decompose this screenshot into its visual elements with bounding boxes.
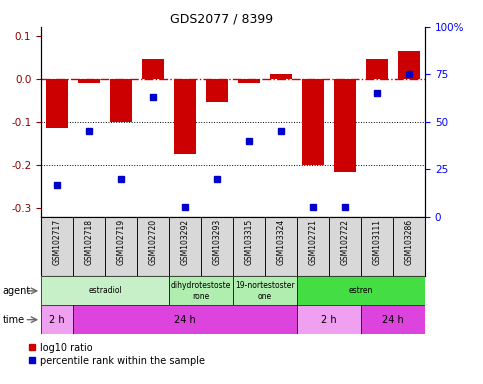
Bar bbox=[366, 59, 388, 79]
Bar bbox=[398, 51, 420, 79]
Bar bbox=[41, 276, 169, 305]
Text: GSM103292: GSM103292 bbox=[181, 219, 189, 265]
Legend: log10 ratio, percentile rank within the sample: log10 ratio, percentile rank within the … bbox=[29, 343, 205, 366]
Bar bbox=[206, 79, 228, 103]
Bar bbox=[334, 79, 356, 172]
Bar bbox=[46, 79, 68, 128]
Bar bbox=[297, 305, 361, 334]
Text: time: time bbox=[2, 314, 25, 325]
Bar bbox=[361, 305, 425, 334]
Text: 19-nortestoster
one: 19-nortestoster one bbox=[235, 281, 295, 301]
Bar bbox=[238, 79, 260, 83]
Text: 2 h: 2 h bbox=[49, 314, 65, 325]
Text: 2 h: 2 h bbox=[321, 314, 337, 325]
Text: GSM102720: GSM102720 bbox=[149, 219, 157, 265]
Text: GSM102717: GSM102717 bbox=[53, 219, 61, 265]
Bar bbox=[297, 276, 425, 305]
Title: GDS2077 / 8399: GDS2077 / 8399 bbox=[170, 13, 273, 26]
Text: GSM103293: GSM103293 bbox=[213, 219, 222, 265]
Text: GSM103111: GSM103111 bbox=[372, 219, 382, 265]
Bar bbox=[270, 74, 292, 79]
Bar bbox=[78, 79, 100, 83]
Text: GSM103315: GSM103315 bbox=[244, 219, 254, 265]
Text: GSM103324: GSM103324 bbox=[277, 219, 285, 265]
Text: agent: agent bbox=[2, 286, 30, 296]
Text: estradiol: estradiol bbox=[88, 286, 122, 295]
Text: estren: estren bbox=[349, 286, 373, 295]
Bar bbox=[73, 305, 297, 334]
Bar bbox=[41, 305, 73, 334]
Bar bbox=[110, 79, 132, 122]
Text: dihydrotestoste
rone: dihydrotestoste rone bbox=[171, 281, 231, 301]
Bar bbox=[302, 79, 324, 165]
Bar bbox=[233, 276, 297, 305]
Bar bbox=[142, 59, 164, 79]
Text: GSM102722: GSM102722 bbox=[341, 219, 350, 265]
Text: 24 h: 24 h bbox=[382, 314, 404, 325]
Bar bbox=[169, 276, 233, 305]
Bar bbox=[174, 79, 196, 154]
Text: GSM103286: GSM103286 bbox=[405, 219, 413, 265]
Text: 24 h: 24 h bbox=[174, 314, 196, 325]
Text: GSM102719: GSM102719 bbox=[116, 219, 126, 265]
Text: GSM102721: GSM102721 bbox=[309, 219, 317, 265]
Text: GSM102718: GSM102718 bbox=[85, 219, 94, 265]
